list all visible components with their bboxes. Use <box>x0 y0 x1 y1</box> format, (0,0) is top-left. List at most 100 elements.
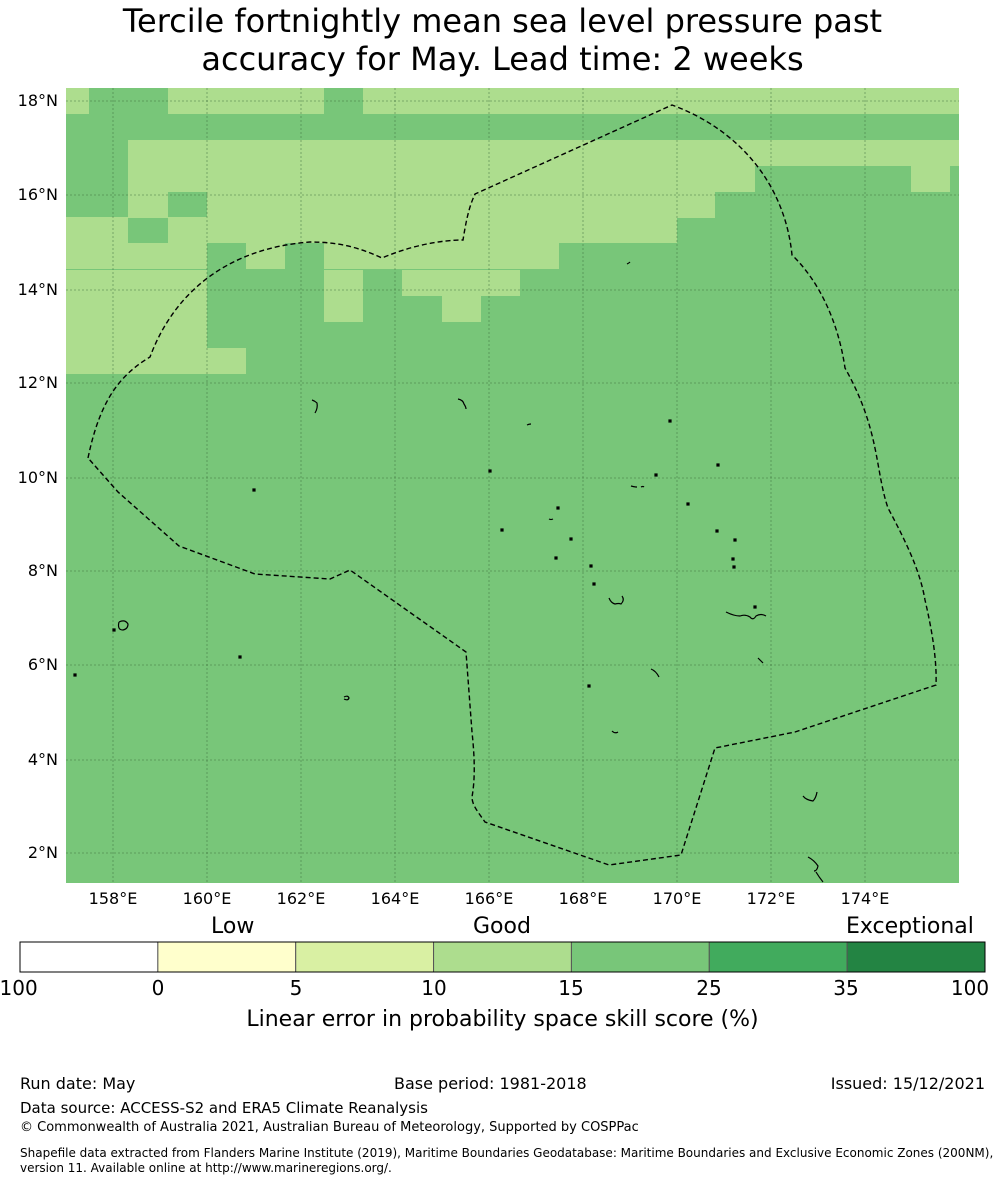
island-dot <box>716 463 720 467</box>
grid-cell-region <box>66 296 207 322</box>
island-outline <box>626 261 631 265</box>
grid-cell-region <box>128 140 959 166</box>
island-dot <box>753 605 757 609</box>
island-dot <box>592 582 596 586</box>
island-outline <box>650 668 660 678</box>
colorbar-tick: 25 <box>696 976 722 1000</box>
island-outline <box>548 518 554 521</box>
island-dot <box>500 528 504 532</box>
colorbar-segment <box>433 941 572 973</box>
island-dot <box>488 469 492 473</box>
grid-cell-region <box>207 192 715 218</box>
island-dot <box>733 538 737 542</box>
issued-date: Issued: 15/12/2021 <box>830 1074 985 1093</box>
island-dot <box>686 502 690 506</box>
map-title: Tercile fortnightly mean sea level press… <box>0 2 1005 78</box>
lon-label-158e: 158°E <box>88 889 138 908</box>
lon-label-170e: 170°E <box>652 889 702 908</box>
atoll-coastlines <box>73 261 824 883</box>
lat-label-16n: 16°N <box>17 185 58 204</box>
island-dot <box>587 684 591 688</box>
grid-cell-region <box>324 243 559 269</box>
colorbar-segment <box>295 941 435 973</box>
lon-label-162e: 162°E <box>276 889 326 908</box>
island-outline <box>611 730 619 734</box>
title-line-2: accuracy for May. Lead time: 2 weeks <box>201 40 804 78</box>
island-dot <box>668 419 672 423</box>
grid-cell-region <box>128 166 755 192</box>
copyright: © Commonwealth of Australia 2021, Austra… <box>20 1120 639 1135</box>
island-dot <box>589 564 593 568</box>
grid-cell-region <box>168 217 677 243</box>
skill-score-grid <box>66 88 959 883</box>
colorbar-segment <box>19 941 159 973</box>
colorbar-title: Linear error in probability space skill … <box>246 1007 759 1032</box>
legend-category-exceptional: Exceptional <box>846 914 974 939</box>
lon-label-174e: 174°E <box>840 889 890 908</box>
island-outline <box>802 791 818 802</box>
island-outline <box>757 657 764 664</box>
lon-label-172e: 172°E <box>746 889 796 908</box>
colorbar-tick: 15 <box>558 976 584 1000</box>
island-outline <box>457 398 467 410</box>
colorbar-outline <box>19 941 986 973</box>
lat-label-10n: 10°N <box>17 468 58 487</box>
grid-cell-region <box>911 166 950 192</box>
colorbar-tick: 5 <box>289 976 303 1000</box>
lon-label-160e: 160°E <box>182 889 232 908</box>
lon-label-166e: 166°E <box>464 889 514 908</box>
colorbar-tick: 35 <box>833 976 859 1000</box>
grid-cell-region <box>324 270 363 296</box>
colorbar-segment <box>846 941 986 973</box>
colorbar-tick: 10 <box>421 976 447 1000</box>
data-source: Data source: ACCESS-S2 and ERA5 Climate … <box>20 1099 428 1117</box>
island-dot <box>569 537 573 541</box>
lat-label-2n: 2°N <box>27 843 58 862</box>
grid-cell-region <box>128 192 168 218</box>
shapefile-credit: Shapefile data extracted from Flanders M… <box>20 1146 994 1175</box>
island-outline <box>815 871 824 883</box>
island-dot <box>731 557 735 561</box>
lat-label-8n: 8°N <box>27 561 58 580</box>
lat-label-14n: 14°N <box>17 280 58 299</box>
island-outline <box>343 695 350 701</box>
island-dot <box>73 673 77 677</box>
lat-label-6n: 6°N <box>27 655 58 674</box>
graticule <box>66 88 959 883</box>
island-dot <box>252 488 256 492</box>
colorbar-segment <box>570 941 710 973</box>
grid-cell-region <box>66 243 207 269</box>
island-dot <box>715 529 719 533</box>
island-dot <box>732 565 736 569</box>
eez-boundary <box>87 104 937 866</box>
colorbar-tick: -100 <box>0 976 38 1000</box>
island-dot <box>238 655 242 659</box>
island-dot <box>556 506 560 510</box>
base-period: Base period: 1981-2018 <box>394 1074 587 1093</box>
grid-cell-region <box>66 322 207 348</box>
island-dot <box>654 473 658 477</box>
island-dot <box>554 556 558 560</box>
colorbar-tick: 100 <box>950 976 990 1000</box>
lon-label-168e: 168°E <box>558 889 608 908</box>
island-outline <box>725 611 767 620</box>
grid-cell-region <box>66 217 128 243</box>
island-outline <box>526 423 532 426</box>
grid-cell-region <box>66 348 246 374</box>
colorbar-segment <box>157 941 297 973</box>
grid-cell-region <box>66 270 207 296</box>
lat-label-12n: 12°N <box>17 373 58 392</box>
run-date: Run date: May <box>20 1074 136 1093</box>
colorbar-tick: 0 <box>151 976 165 1000</box>
island-outline <box>311 399 318 414</box>
lat-label-18n: 18°N <box>17 91 58 110</box>
island-outline <box>608 595 624 605</box>
colorbar <box>19 941 986 973</box>
island-outline <box>630 485 645 488</box>
title-line-1: Tercile fortnightly mean sea level press… <box>122 2 883 40</box>
grid-cell-region <box>324 296 363 322</box>
legend-category-good: Good <box>473 914 531 939</box>
colorbar-segment <box>708 941 848 973</box>
grid-cell-region <box>402 270 520 296</box>
